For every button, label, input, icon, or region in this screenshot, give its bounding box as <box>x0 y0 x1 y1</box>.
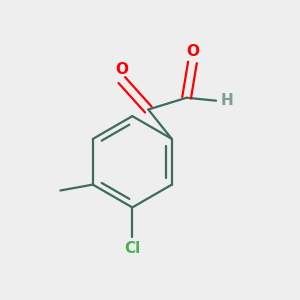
Text: O: O <box>115 62 128 77</box>
Text: Cl: Cl <box>124 241 140 256</box>
Text: H: H <box>220 93 233 108</box>
Text: O: O <box>186 44 199 59</box>
